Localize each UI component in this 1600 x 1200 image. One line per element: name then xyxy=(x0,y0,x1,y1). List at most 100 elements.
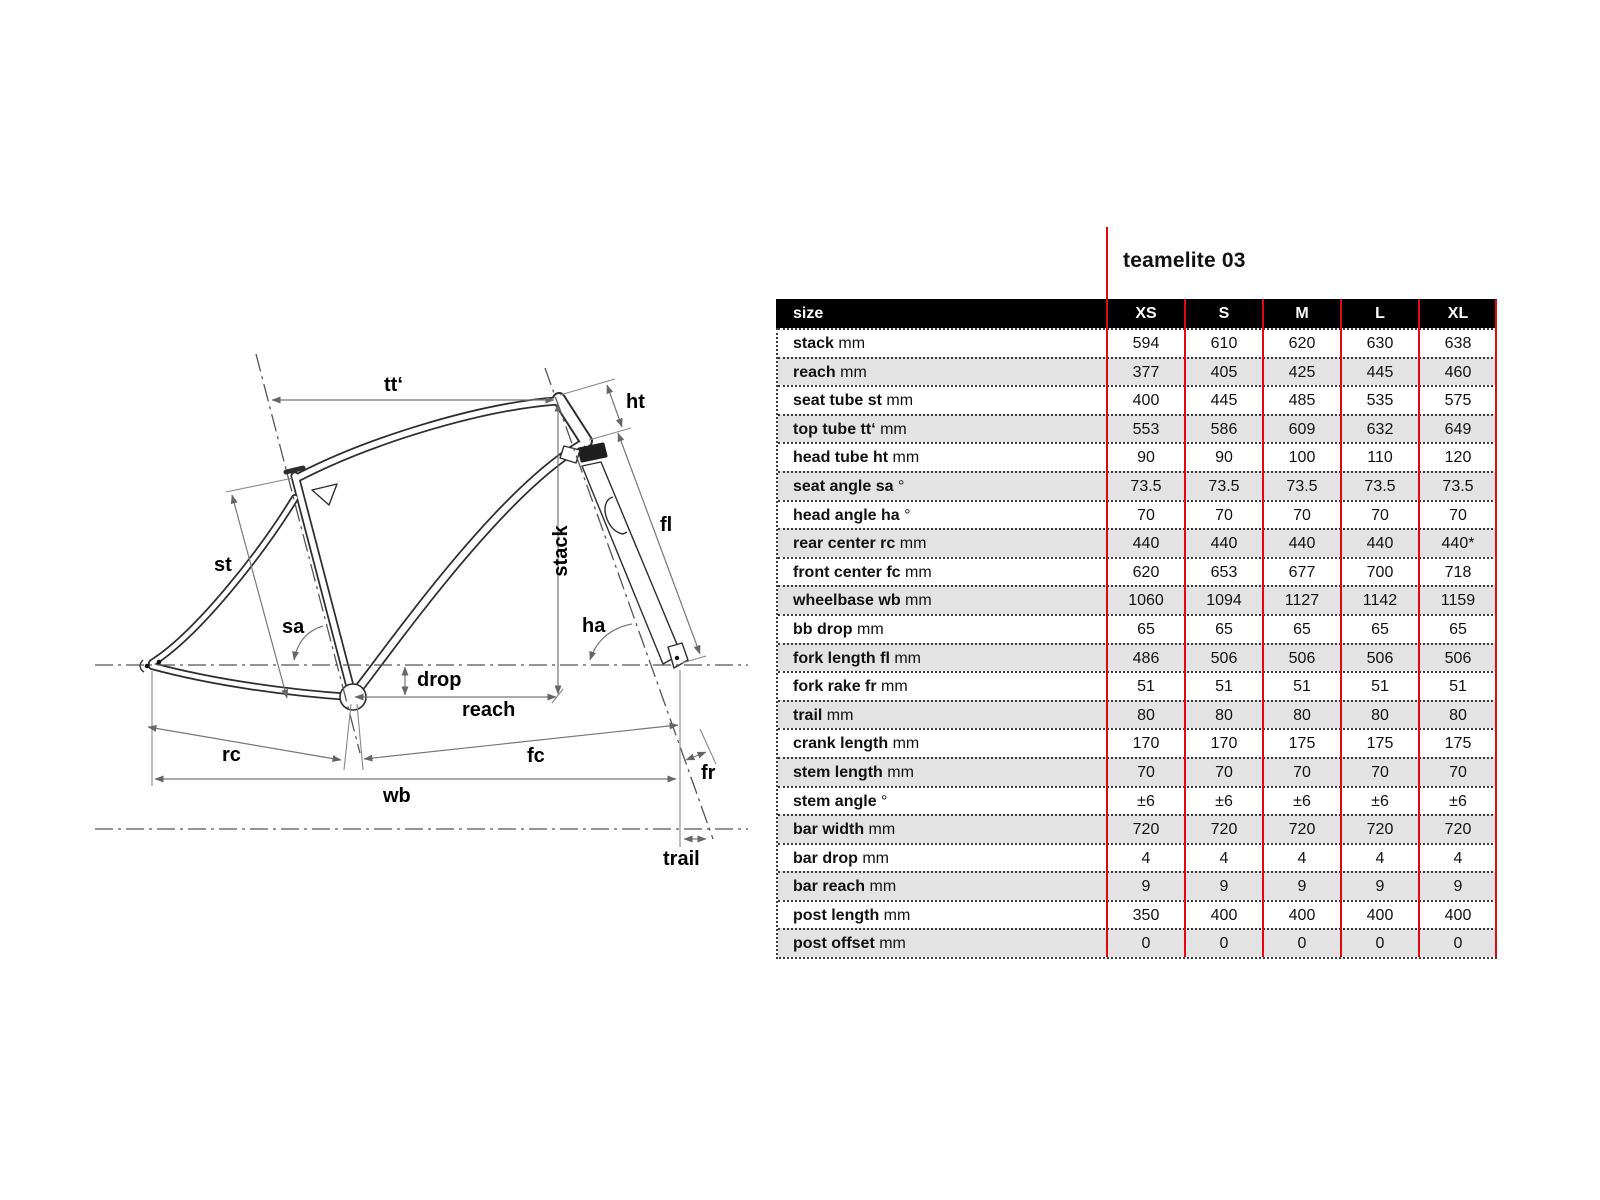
table-row: front center fc mm 620 653 677 700 718 xyxy=(778,556,1497,586)
spec-value-cell: 575 xyxy=(1444,392,1472,410)
spec-value-cell: ±6 xyxy=(1371,792,1389,810)
spec-value-cell: 653 xyxy=(1210,563,1238,581)
spec-value-cell: 0 xyxy=(1297,935,1307,953)
dimension-labels: tt‘ ht st sa stack fl ha drop reach rc f… xyxy=(214,374,716,870)
spec-value-cell: 73.5 xyxy=(1286,477,1318,495)
spec-value-cell: 440 xyxy=(1210,535,1238,553)
spec-value-cell: 51 xyxy=(1215,678,1233,696)
spec-value-cell: 73.5 xyxy=(1364,477,1396,495)
spec-row-label: crank length mm xyxy=(793,735,920,753)
size-column-header: XS xyxy=(1135,305,1157,322)
label-top-tube: tt‘ xyxy=(384,374,403,396)
spec-row-unit: mm xyxy=(888,735,920,753)
spec-value-cell: 506 xyxy=(1444,649,1472,667)
label-bb-drop: drop xyxy=(417,669,461,691)
spec-value-cell: 720 xyxy=(1132,821,1160,839)
spec-value-cell: 70 xyxy=(1449,506,1467,524)
table-row: head tube ht mm 90 90 100 110 120 xyxy=(778,442,1497,471)
spec-value-cell: 440 xyxy=(1366,535,1394,553)
spec-value-cell: 65 xyxy=(1137,620,1155,638)
spec-row-values: 70 70 70 70 70 xyxy=(1107,502,1497,529)
spec-value-cell: 400 xyxy=(1366,906,1394,924)
spec-row-label: trail mm xyxy=(793,706,854,724)
label-seat-tube: st xyxy=(214,554,232,576)
spec-row-unit: mm xyxy=(882,763,914,781)
spec-value-cell: 70 xyxy=(1293,763,1311,781)
table-row: fork length fl mm 486 506 506 506 506 xyxy=(778,642,1497,672)
spec-value-cell: 73.5 xyxy=(1130,477,1162,495)
dimension-lines xyxy=(147,378,717,847)
spec-row-values: 486 506 506 506 506 xyxy=(1107,645,1497,672)
spec-row-label: stack mm xyxy=(793,335,866,352)
dim-head-angle-arc xyxy=(589,623,633,661)
spec-value-cell: 445 xyxy=(1366,363,1394,381)
spec-value-cell: 70 xyxy=(1449,763,1467,781)
spec-value-cell: 506 xyxy=(1210,649,1238,667)
label-front-center: fc xyxy=(527,745,545,767)
table-row: crank length mm 170 170 175 175 175 xyxy=(778,728,1497,757)
spec-row-values: 170 170 175 175 175 xyxy=(1107,730,1497,757)
spec-row-unit: mm xyxy=(875,420,907,438)
table-column-divider xyxy=(1184,299,1186,957)
spec-value-cell: 506 xyxy=(1366,649,1394,667)
seat-clamp xyxy=(283,465,306,475)
spec-value-cell: 65 xyxy=(1371,620,1389,638)
fork-crown xyxy=(577,442,608,463)
table-row: bb drop mm 65 65 65 65 65 xyxy=(778,613,1497,643)
spec-value-cell: 70 xyxy=(1371,763,1389,781)
spec-value-cell: 51 xyxy=(1371,678,1389,696)
spec-value-cell: 620 xyxy=(1132,563,1160,581)
spec-value-cell: 620 xyxy=(1288,335,1316,352)
spec-value-cell: 80 xyxy=(1215,706,1233,724)
fork-drawing xyxy=(559,442,689,669)
spec-row-unit: mm xyxy=(881,392,914,410)
spec-value-cell: 9 xyxy=(1297,878,1307,896)
size-column-header: L xyxy=(1375,305,1385,322)
spec-row-values: 4 4 4 4 4 xyxy=(1107,845,1497,872)
spec-value-cell: 70 xyxy=(1371,506,1389,524)
table-row: head angle ha ° 70 70 70 70 70 xyxy=(778,499,1497,529)
table-row: stack mm 594 610 620 630 638 xyxy=(778,328,1497,357)
front-axle-point xyxy=(674,655,680,661)
spec-value-cell: 0 xyxy=(1219,935,1229,953)
spec-value-cell: 80 xyxy=(1371,706,1389,724)
spec-value-cell: 70 xyxy=(1137,763,1155,781)
spec-value-cell: 720 xyxy=(1366,821,1394,839)
spec-value-cell: 4 xyxy=(1375,849,1385,867)
spec-row-unit: mm xyxy=(888,449,920,467)
spec-value-cell: 100 xyxy=(1288,449,1316,467)
label-stack: stack xyxy=(550,525,572,577)
spec-row-unit: mm xyxy=(833,335,866,352)
spec-value-cell: 4 xyxy=(1297,849,1307,867)
spec-value-cell: 73.5 xyxy=(1442,477,1474,495)
spec-value-cell: 630 xyxy=(1366,335,1394,352)
spec-value-cell: 175 xyxy=(1288,735,1316,753)
spec-row-unit: mm xyxy=(876,678,908,696)
spec-value-cell: 170 xyxy=(1132,735,1160,753)
spec-value-cell: 51 xyxy=(1137,678,1155,696)
size-column-header: XL xyxy=(1447,305,1469,322)
dim-seat-tube xyxy=(230,494,289,699)
table-row: post offset mm 0 0 0 0 0 xyxy=(778,928,1497,958)
label-fork-rake: fr xyxy=(701,762,716,784)
table-row: stem length mm 70 70 70 70 70 xyxy=(778,756,1497,786)
spec-row-values: 90 90 100 110 120 xyxy=(1107,444,1497,471)
spec-row-label: bb drop mm xyxy=(793,620,884,638)
spec-value-cell: 350 xyxy=(1132,906,1160,924)
label-head-angle: ha xyxy=(582,615,606,637)
table-row: bar reach mm 9 9 9 9 9 xyxy=(778,871,1497,900)
spec-row-label: bar reach mm xyxy=(793,878,897,896)
spec-value-cell: 73.5 xyxy=(1208,477,1240,495)
spec-value-cell: 610 xyxy=(1210,335,1238,352)
spec-row-values: 594 610 620 630 638 xyxy=(1107,330,1497,357)
spec-value-cell: ±6 xyxy=(1449,792,1467,810)
spec-row-unit: mm xyxy=(895,535,927,553)
spec-row-label: bar width mm xyxy=(793,821,896,839)
spec-value-cell: 405 xyxy=(1210,363,1238,381)
spec-value-cell: 535 xyxy=(1366,392,1394,410)
spec-value-cell: 440 xyxy=(1288,535,1316,553)
spec-row-values: 620 653 677 700 718 xyxy=(1107,559,1497,586)
spec-value-cell: 90 xyxy=(1137,449,1155,467)
label-fork-length: fl xyxy=(660,514,672,536)
spec-value-cell: 70 xyxy=(1215,506,1233,524)
